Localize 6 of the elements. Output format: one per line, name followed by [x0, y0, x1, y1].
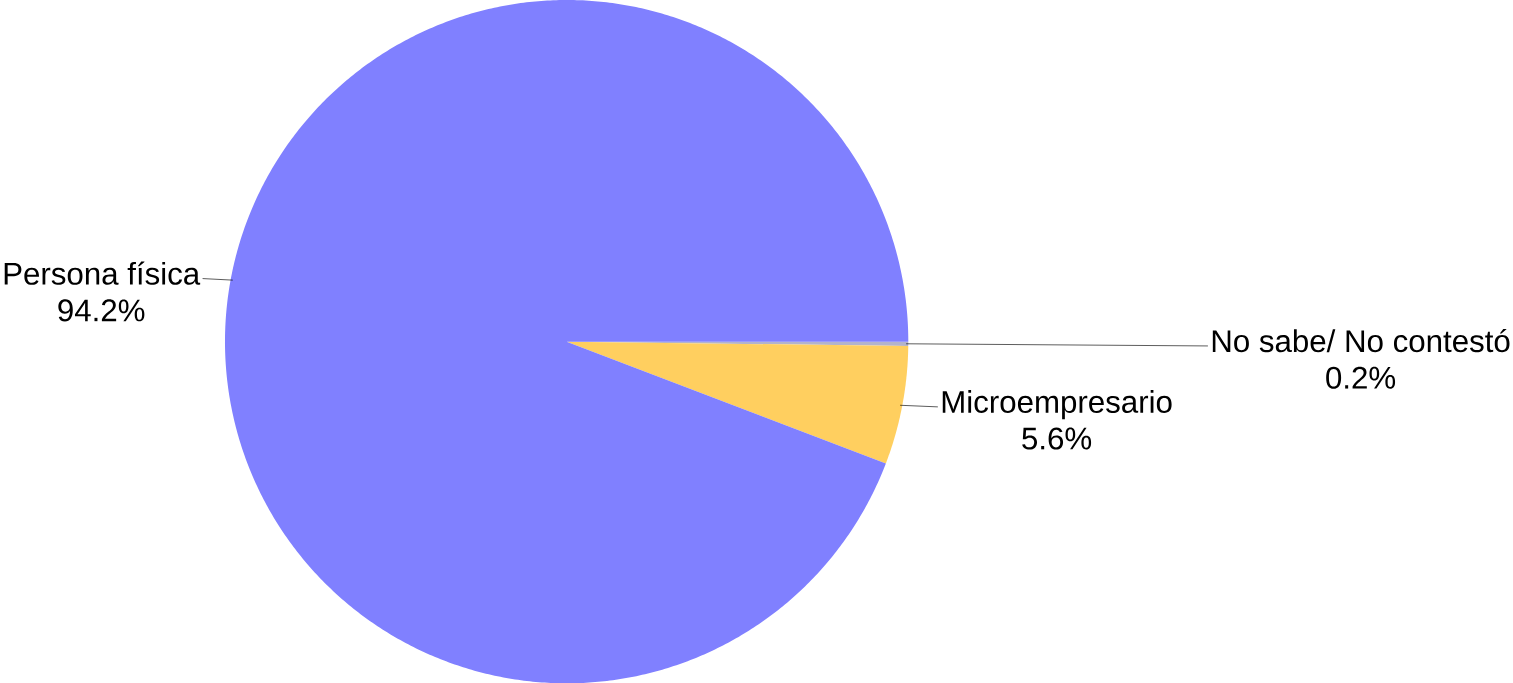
slice-label: Microempresario	[942, 389, 1172, 419]
data-label: 94.2%	[58, 299, 145, 322]
data-label: 0.2%	[1326, 366, 1396, 389]
slice-label: Persona física	[4, 261, 201, 285]
slice-label: No sabe/ No contestó	[1212, 328, 1510, 353]
data-label: 5.6%	[1022, 427, 1092, 450]
